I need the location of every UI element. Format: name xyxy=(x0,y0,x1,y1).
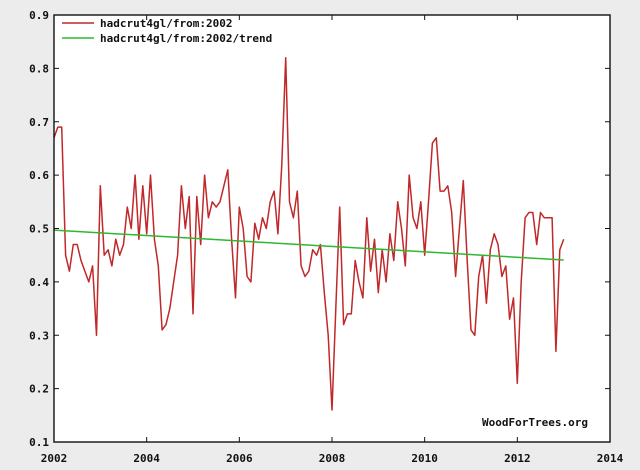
plot-background xyxy=(54,15,610,442)
y-tick-label: 0.8 xyxy=(29,62,49,75)
y-tick-label: 0.1 xyxy=(29,436,49,449)
y-tick-label: 0.7 xyxy=(29,116,49,129)
series-line-1 xyxy=(53,229,564,261)
y-tick-label: 0.9 xyxy=(29,9,49,22)
y-tick-label: 0.2 xyxy=(29,383,49,396)
y-tick-label: 0.6 xyxy=(29,169,49,182)
x-tick-label: 2010 xyxy=(411,452,438,465)
axis-layer: 0.1 0.2 0.3 0.4 0.5 0.6 0.7 0.8 0.9 2002 2004 2006 2… xyxy=(29,9,623,465)
x-tick-label: 2006 xyxy=(226,452,253,465)
legend-label-series-0: hadcrut4gl/from:2002 xyxy=(100,17,232,30)
x-tick-label: 2014 xyxy=(597,452,624,465)
x-tick-label: 2004 xyxy=(133,452,160,465)
x-tick-label: 2002 xyxy=(41,452,68,465)
legend: hadcrut4gl/from:2002 hadcrut4gl/from:200… xyxy=(62,17,272,45)
y-tick-label: 0.4 xyxy=(29,276,49,289)
series-line-0 xyxy=(53,56,565,411)
credit-label: WoodForTrees.org xyxy=(482,416,588,429)
x-tick-label: 2012 xyxy=(504,452,531,465)
y-tick-label: 0.5 xyxy=(29,223,49,236)
x-tick-label: 2008 xyxy=(319,452,346,465)
legend-label-series-1: hadcrut4gl/from:2002/trend xyxy=(100,32,272,45)
series-layer xyxy=(53,56,565,411)
y-tick-label: 0.3 xyxy=(29,329,49,342)
